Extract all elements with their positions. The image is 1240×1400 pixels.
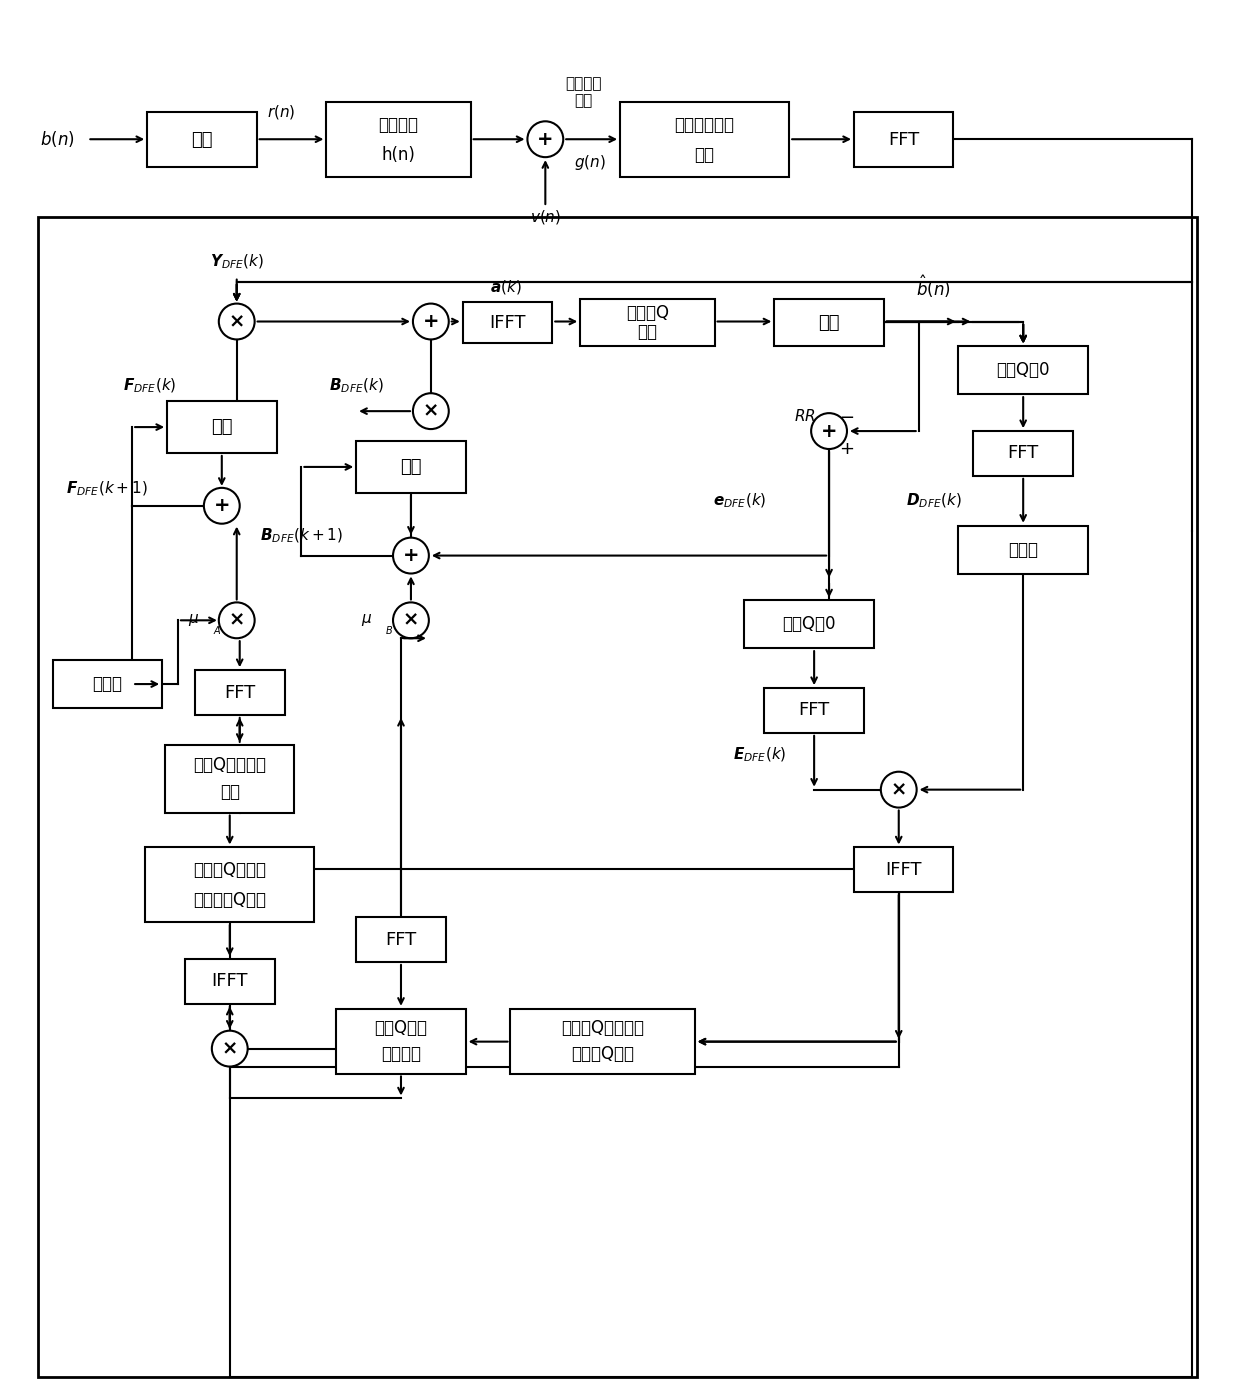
Text: +: + [537,130,553,148]
Circle shape [811,413,847,449]
Bar [185,959,274,1004]
Text: 保留前Q个梯度: 保留前Q个梯度 [193,861,267,879]
Circle shape [413,393,449,428]
Text: 保留前Q个梯度值: 保留前Q个梯度值 [560,1019,644,1037]
Text: IFFT: IFFT [885,861,923,879]
Text: ×: × [403,610,419,630]
Bar [37,217,1198,1378]
Text: +: + [213,496,231,515]
Text: 插入Q个0: 插入Q个0 [782,616,836,633]
Text: FFT: FFT [224,683,255,701]
Text: ×: × [228,312,246,330]
Bar [167,402,277,454]
Bar [764,687,864,732]
Text: $\boldsymbol{Y}_{DFE}(k)$: $\boldsymbol{Y}_{DFE}(k)$ [210,252,264,272]
Bar [356,441,466,493]
Circle shape [218,304,254,339]
Text: 延迟: 延迟 [211,419,233,435]
Text: FFT: FFT [799,701,830,720]
Circle shape [218,602,254,638]
Circle shape [212,1030,248,1067]
Text: h(n): h(n) [382,146,415,164]
Bar [356,917,446,962]
Circle shape [393,602,429,638]
Text: $\boldsymbol{D}_{DFE}(k)$: $\boldsymbol{D}_{DFE}(k)$ [905,491,961,510]
Text: 个值: 个值 [637,323,657,342]
Bar [854,112,954,167]
Text: 水声信道: 水声信道 [378,116,418,134]
Text: +: + [423,312,439,330]
Text: 设后Q个梯度值: 设后Q个梯度值 [193,756,267,774]
Text: +: + [403,546,419,566]
Text: 信号: 信号 [694,146,714,164]
Bar [774,298,884,346]
Text: $R$: $R$ [794,409,805,424]
Circle shape [393,538,429,574]
Text: $g(n)$: $g(n)$ [574,153,606,172]
Bar [463,301,552,343]
Text: 判决: 判决 [818,314,839,332]
Text: $b(n)$: $b(n)$ [40,129,74,150]
Text: FFT: FFT [1008,444,1039,462]
Text: $\hat{b}(n)$: $\hat{b}(n)$ [916,273,951,300]
Text: FFT: FFT [888,130,919,148]
Text: $\boldsymbol{B}_{DFE}(k+1)$: $\boldsymbol{B}_{DFE}(k+1)$ [260,526,343,545]
Bar [959,346,1087,395]
Bar [326,102,471,176]
Text: 插入Q个0: 插入Q个0 [997,361,1050,379]
Text: ×: × [423,402,439,420]
Circle shape [880,771,916,808]
Bar [52,661,162,708]
Text: $\boldsymbol{a}(k)$: $\boldsymbol{a}(k)$ [490,277,521,295]
Text: $-$: $-$ [839,407,854,426]
Text: $R$: $R$ [804,409,815,424]
Text: 调制: 调制 [191,130,212,148]
Text: 删除后Q个值: 删除后Q个值 [572,1044,634,1063]
Text: $\boldsymbol{E}_{DFE}(k)$: $\boldsymbol{E}_{DFE}(k)$ [733,746,786,764]
Bar [580,298,714,346]
Text: $+$: $+$ [839,440,854,458]
Text: 保留后Q: 保留后Q [626,304,668,322]
Circle shape [527,122,563,157]
Text: 连接两块输入: 连接两块输入 [675,116,734,134]
Text: 值删除后Q个值: 值删除后Q个值 [193,890,267,909]
Bar [854,847,954,892]
Bar [145,847,315,923]
Circle shape [203,487,239,524]
Text: $r(n)$: $r(n)$ [268,104,296,122]
Circle shape [413,304,449,339]
Text: ×: × [228,610,246,630]
Text: $\boldsymbol{F}_{DFE}(k+1)$: $\boldsymbol{F}_{DFE}(k+1)$ [67,480,149,498]
Bar [620,102,789,176]
Text: $\mu$: $\mu$ [188,612,200,629]
Text: FFT: FFT [386,931,417,949]
Text: 延迟: 延迟 [401,458,422,476]
Text: 度值为零: 度值为零 [381,1044,422,1063]
Bar [195,671,284,715]
Bar [959,525,1087,574]
Bar [973,431,1073,476]
Text: $v(n)$: $v(n)$ [529,209,560,225]
Text: 为零: 为零 [219,783,239,801]
Text: $\boldsymbol{F}_{DFE}(k)$: $\boldsymbol{F}_{DFE}(k)$ [123,377,177,395]
Text: ×: × [222,1039,238,1058]
Text: 复共轭: 复共轭 [92,675,123,693]
Bar [511,1009,694,1074]
Text: IFFT: IFFT [212,973,248,990]
Text: 复共轭: 复共轭 [1008,540,1038,559]
Text: +: + [821,421,837,441]
Text: 设后Q个梯: 设后Q个梯 [374,1019,428,1037]
Bar [165,745,294,812]
Bar [744,601,874,648]
Text: $\boldsymbol{e}_{DFE}(k)$: $\boldsymbol{e}_{DFE}(k)$ [713,491,766,510]
Text: IFFT: IFFT [490,314,526,332]
Text: $_A$: $_A$ [212,623,221,637]
Bar [336,1009,466,1074]
Text: $\boldsymbol{B}_{DFE}(k)$: $\boldsymbol{B}_{DFE}(k)$ [329,377,383,395]
Text: $_B$: $_B$ [384,623,393,637]
Text: ×: × [890,780,906,799]
Bar [148,112,257,167]
Text: 时域输入
信号: 时域输入 信号 [565,76,601,109]
Text: $\mu$: $\mu$ [361,612,372,629]
